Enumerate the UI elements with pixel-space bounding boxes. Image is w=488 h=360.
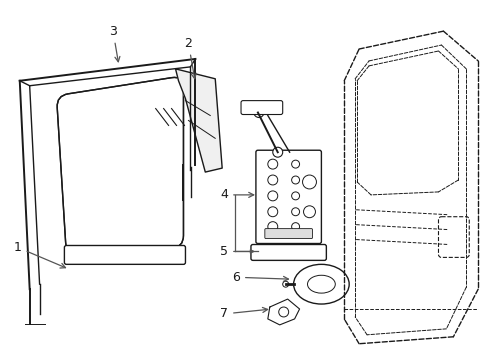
Circle shape	[303, 206, 315, 218]
Text: 7: 7	[220, 307, 267, 320]
Polygon shape	[175, 69, 222, 172]
FancyBboxPatch shape	[250, 244, 325, 260]
Polygon shape	[267, 299, 299, 325]
FancyBboxPatch shape	[438, 217, 468, 257]
Text: 4: 4	[220, 188, 253, 201]
Circle shape	[302, 175, 316, 189]
Circle shape	[267, 222, 277, 231]
Circle shape	[291, 208, 299, 216]
Ellipse shape	[307, 275, 335, 293]
Circle shape	[267, 175, 277, 185]
Text: 2: 2	[184, 37, 196, 78]
Circle shape	[291, 192, 299, 200]
FancyBboxPatch shape	[64, 246, 185, 264]
Circle shape	[291, 160, 299, 168]
Ellipse shape	[293, 264, 348, 304]
Circle shape	[291, 176, 299, 184]
Text: 1: 1	[14, 241, 65, 268]
PathPatch shape	[57, 77, 183, 254]
Circle shape	[267, 159, 277, 169]
Circle shape	[253, 108, 264, 117]
Circle shape	[267, 191, 277, 201]
Text: 3: 3	[109, 24, 120, 62]
FancyBboxPatch shape	[241, 100, 282, 114]
Circle shape	[267, 207, 277, 217]
FancyBboxPatch shape	[255, 150, 321, 243]
Circle shape	[291, 223, 299, 231]
FancyBboxPatch shape	[264, 229, 312, 239]
Circle shape	[272, 147, 282, 157]
Circle shape	[278, 307, 288, 317]
Text: 6: 6	[232, 271, 288, 284]
Circle shape	[282, 281, 288, 287]
Text: 5: 5	[220, 245, 253, 258]
